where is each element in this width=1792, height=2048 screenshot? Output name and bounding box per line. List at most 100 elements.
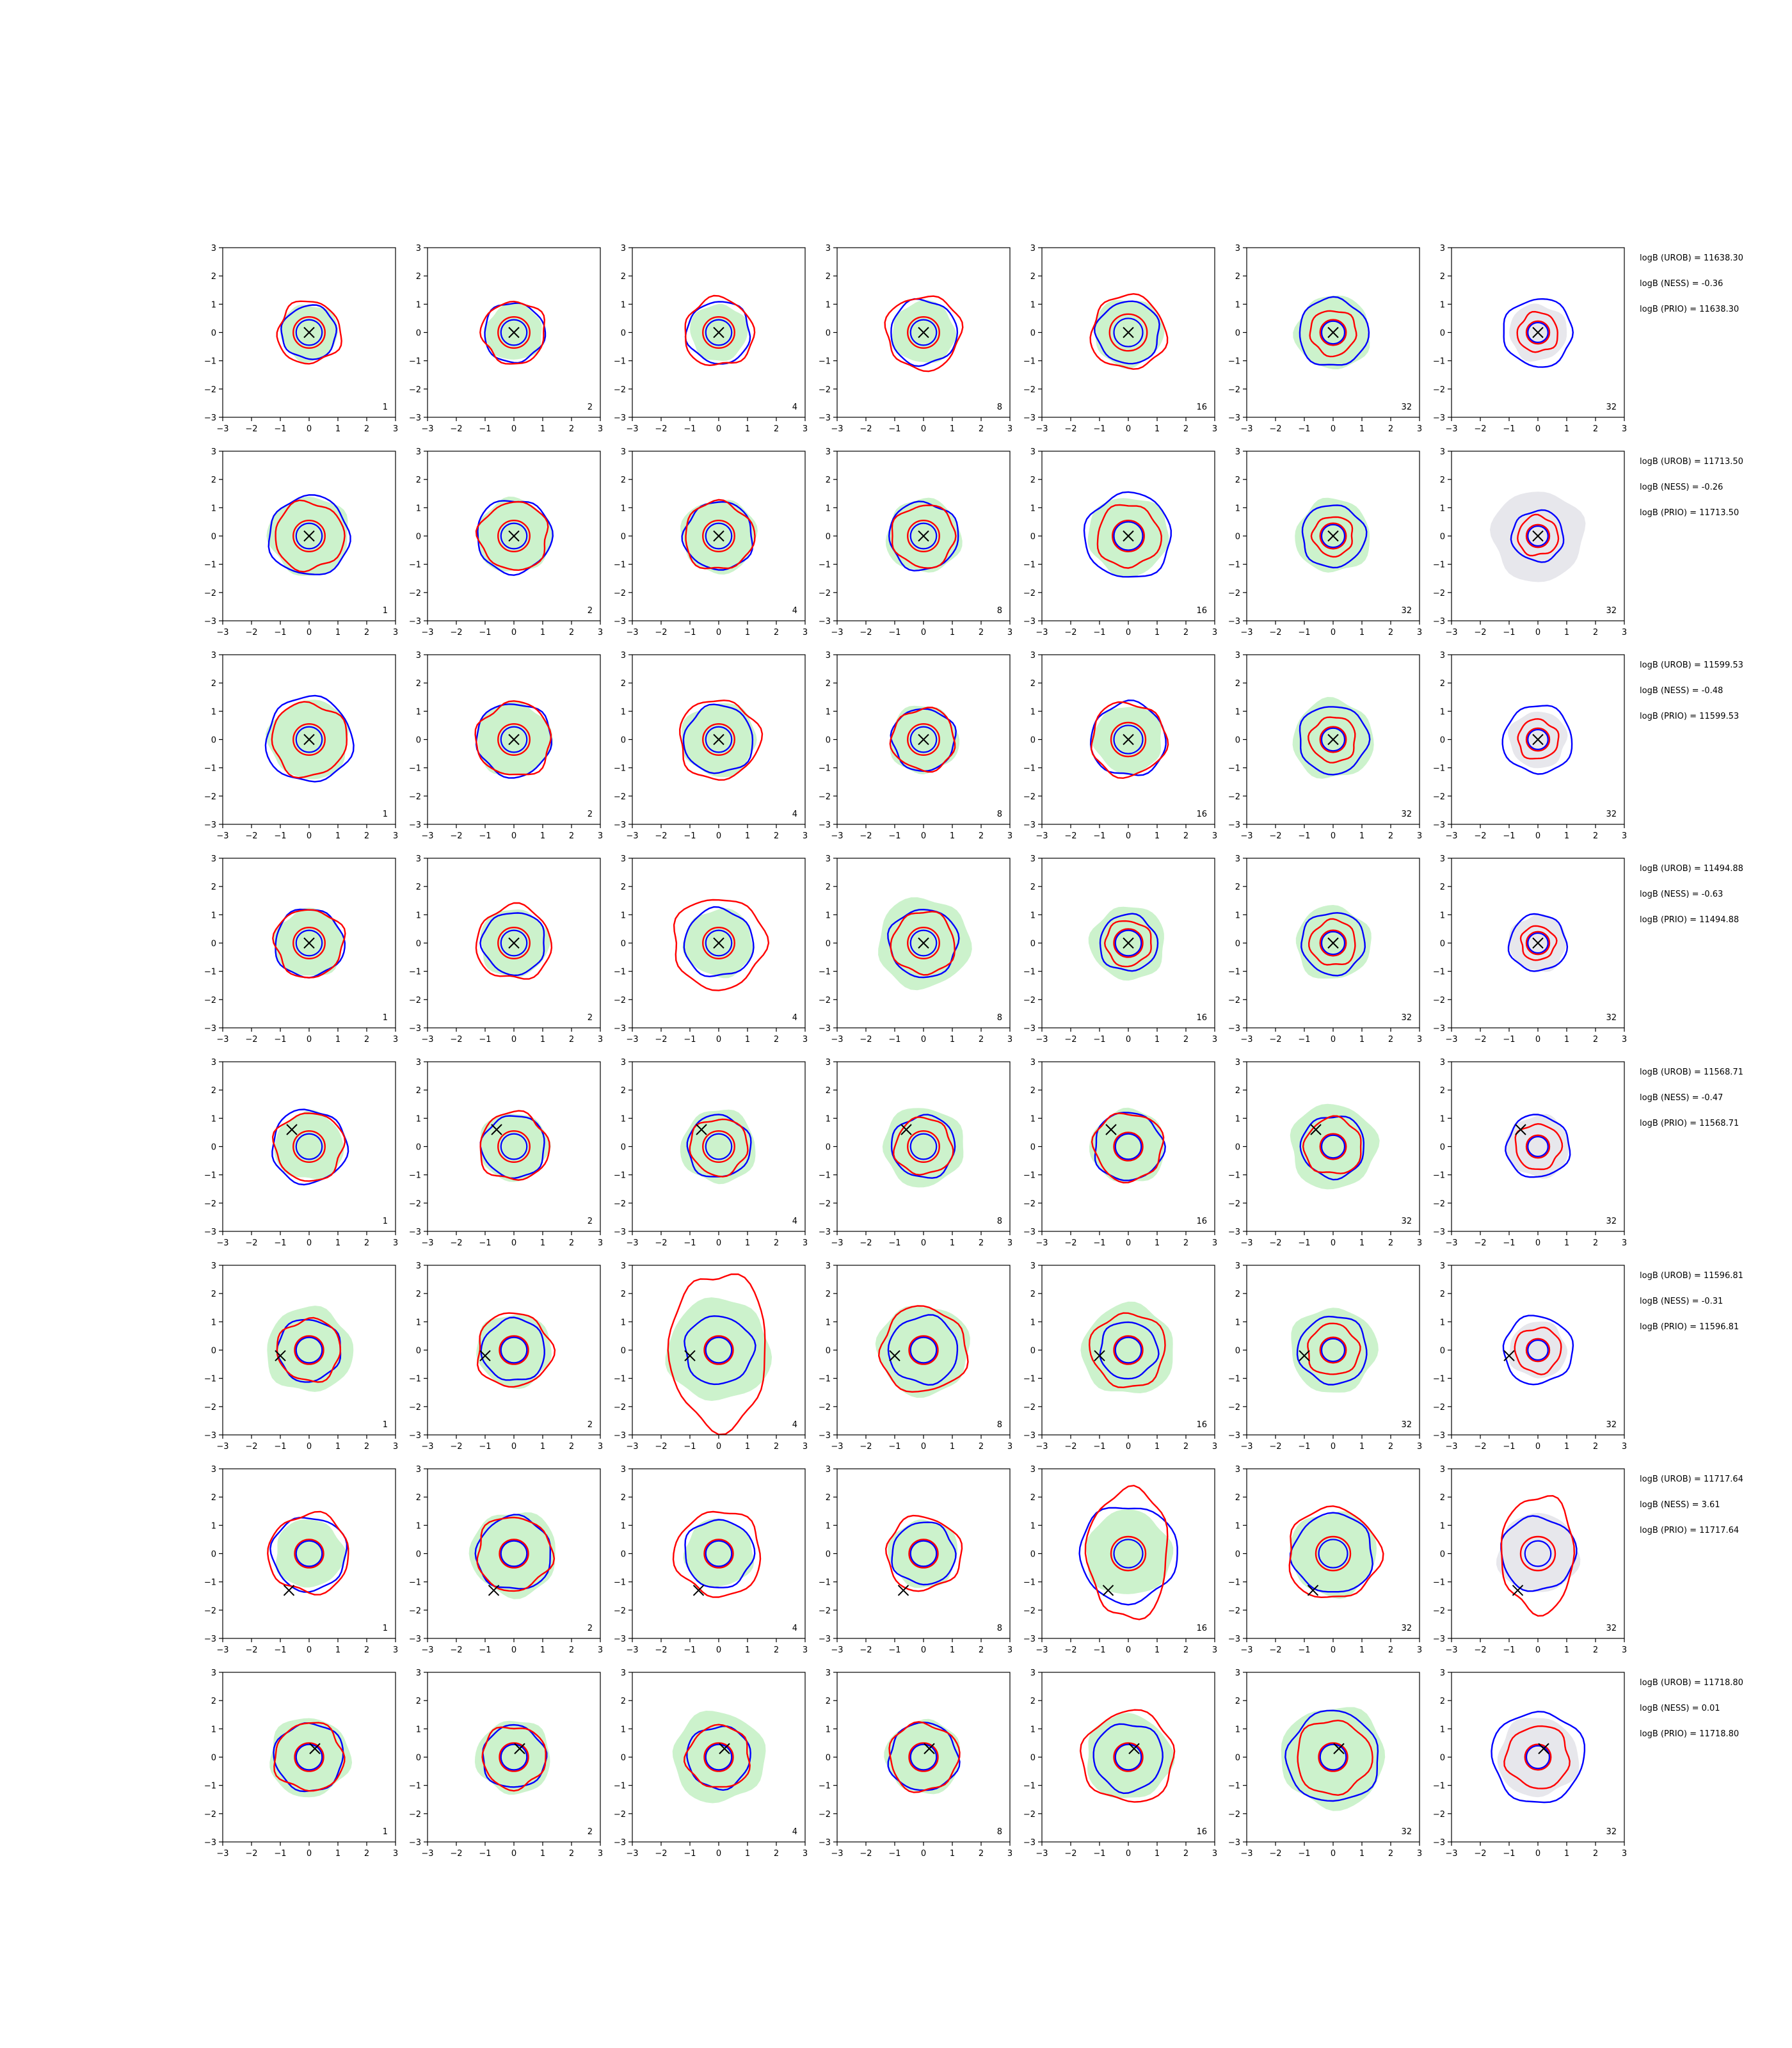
- y-tick-label: 1: [621, 707, 626, 717]
- x-tick-label: 1: [1359, 1645, 1364, 1655]
- y-tick-label: −3: [1433, 1635, 1445, 1644]
- panel-count-label: 1: [383, 1420, 388, 1430]
- x-tick-label: 2: [569, 1442, 574, 1452]
- y-tick-label: 0: [1030, 1347, 1036, 1356]
- y-tick-label: 0: [621, 940, 626, 949]
- y-tick-label: 0: [211, 329, 216, 339]
- blue-inner-contour: [500, 1540, 528, 1567]
- x-tick-label: 1: [335, 831, 340, 841]
- y-tick-label: −1: [1228, 561, 1240, 570]
- x-tick-label: 0: [1331, 1442, 1336, 1452]
- y-tick-label: 3: [416, 1465, 421, 1475]
- x-tick-label: −1: [479, 628, 491, 637]
- panel-count-label: 16: [1196, 1013, 1207, 1023]
- x-tick-label: −3: [626, 1035, 638, 1044]
- x-tick-label: −2: [1269, 1442, 1281, 1452]
- y-tick-label: −1: [204, 764, 216, 774]
- x-tick-label: 2: [1183, 831, 1188, 841]
- y-tick-label: 1: [1440, 1318, 1445, 1327]
- red-inner-contour: [1525, 320, 1551, 345]
- panel-r6-c3: −3−3 −2 −2 −1 −1 0 0 1 1 2 2 3 3 4: [614, 1261, 808, 1452]
- y-tick-label: −1: [1228, 764, 1240, 774]
- x-tick-label: −2: [655, 628, 667, 637]
- log-bayes-label: logB (UROB) = 11494.88: [1640, 864, 1743, 874]
- red-inner-contour: [1113, 928, 1144, 958]
- y-tick-label: −2: [819, 1606, 831, 1616]
- blue-inner-contour: [1527, 1135, 1549, 1158]
- y-tick-label: 1: [1235, 1318, 1240, 1327]
- x-tick-label: 1: [1564, 1035, 1569, 1044]
- x-tick-label: 2: [364, 1238, 369, 1248]
- y-tick-label: −1: [1023, 1782, 1036, 1791]
- x-tick-label: 3: [1417, 1442, 1422, 1452]
- y-tick-label: −3: [1023, 617, 1036, 627]
- y-tick-label: −2: [204, 1810, 216, 1820]
- x-tick-label: 1: [540, 1238, 545, 1248]
- x-tick-label: −2: [1064, 628, 1076, 637]
- blue-inner-contour: [500, 1336, 528, 1364]
- x-tick-label: 3: [393, 831, 398, 841]
- blue-outer-contour: [684, 1315, 756, 1386]
- true-value-marker: [692, 1585, 705, 1596]
- panel-count-label: 1: [383, 403, 388, 412]
- y-tick-label: 1: [826, 1318, 831, 1327]
- blue-outer-contour: [1491, 1711, 1586, 1804]
- panel-count-label: 16: [1196, 810, 1207, 819]
- y-tick-label: 3: [1440, 1261, 1445, 1271]
- x-tick-label: 1: [745, 1035, 750, 1044]
- red-inner-contour: [294, 1539, 324, 1569]
- y-tick-label: 0: [621, 736, 626, 746]
- x-tick-label: −1: [684, 1849, 696, 1859]
- blue-inner-contour: [1113, 521, 1144, 551]
- y-tick-label: 3: [211, 854, 216, 864]
- x-tick-label: 1: [950, 1442, 955, 1452]
- x-tick-label: −3: [831, 628, 843, 637]
- x-tick-label: −1: [479, 831, 491, 841]
- red-inner-contour: [1319, 1133, 1347, 1160]
- red-outer-contour: [273, 1722, 346, 1792]
- y-tick-label: 3: [1235, 1465, 1240, 1475]
- x-tick-label: 2: [1183, 628, 1188, 637]
- x-tick-label: 3: [1007, 1849, 1012, 1859]
- panel-r3-c1: −3−3 −2 −2 −1 −1 0 0 1 1 2 2 3 3 1: [204, 651, 398, 841]
- blue-inner-contour: [500, 1133, 528, 1160]
- x-tick-label: 2: [774, 628, 779, 637]
- x-tick-label: 3: [1622, 1849, 1627, 1859]
- x-tick-label: 3: [1007, 1442, 1012, 1452]
- panel-count-label: 4: [792, 1420, 797, 1430]
- red-outer-contour: [1091, 1112, 1165, 1184]
- x-tick-label: −2: [245, 628, 257, 637]
- x-tick-label: −2: [450, 1238, 462, 1248]
- y-tick-label: 1: [826, 911, 831, 920]
- x-tick-label: 1: [1359, 424, 1364, 434]
- x-tick-label: 0: [1331, 1849, 1336, 1859]
- x-tick-label: −2: [1269, 1238, 1281, 1248]
- red-inner-contour: [702, 316, 735, 349]
- density-fill: [1293, 295, 1370, 369]
- x-tick-label: −1: [1298, 1442, 1310, 1452]
- y-tick-label: 2: [416, 476, 421, 485]
- x-tick-label: 1: [745, 1238, 750, 1248]
- panel-count-label: 32: [1401, 403, 1412, 412]
- x-tick-label: −1: [684, 424, 696, 434]
- red-outer-contour: [689, 1118, 749, 1178]
- red-outer-contour: [1079, 1709, 1176, 1803]
- blue-inner-contour: [1320, 1338, 1346, 1363]
- y-tick-label: −2: [1433, 1199, 1445, 1209]
- y-tick-label: −3: [614, 617, 626, 627]
- x-tick-label: −3: [1445, 1849, 1457, 1859]
- x-tick-label: −3: [626, 424, 638, 434]
- y-tick-label: −3: [1023, 1838, 1036, 1848]
- red-inner-contour: [1113, 1742, 1144, 1772]
- x-tick-label: −3: [1240, 1238, 1252, 1248]
- panel-count-label: 32: [1606, 403, 1617, 412]
- y-tick-label: 2: [1235, 1086, 1240, 1096]
- figure-row-1: −3−3−2−2−1−1001122331−3−3−2−2−1−10011223…: [204, 244, 1743, 434]
- x-tick-label: −3: [1036, 1645, 1048, 1655]
- x-tick-label: 2: [1593, 1238, 1598, 1248]
- x-tick-label: −1: [274, 1645, 286, 1655]
- y-tick-label: 0: [621, 532, 626, 542]
- y-tick-label: −3: [409, 1431, 421, 1441]
- red-inner-contour: [907, 927, 940, 959]
- red-inner-contour: [1110, 1535, 1147, 1572]
